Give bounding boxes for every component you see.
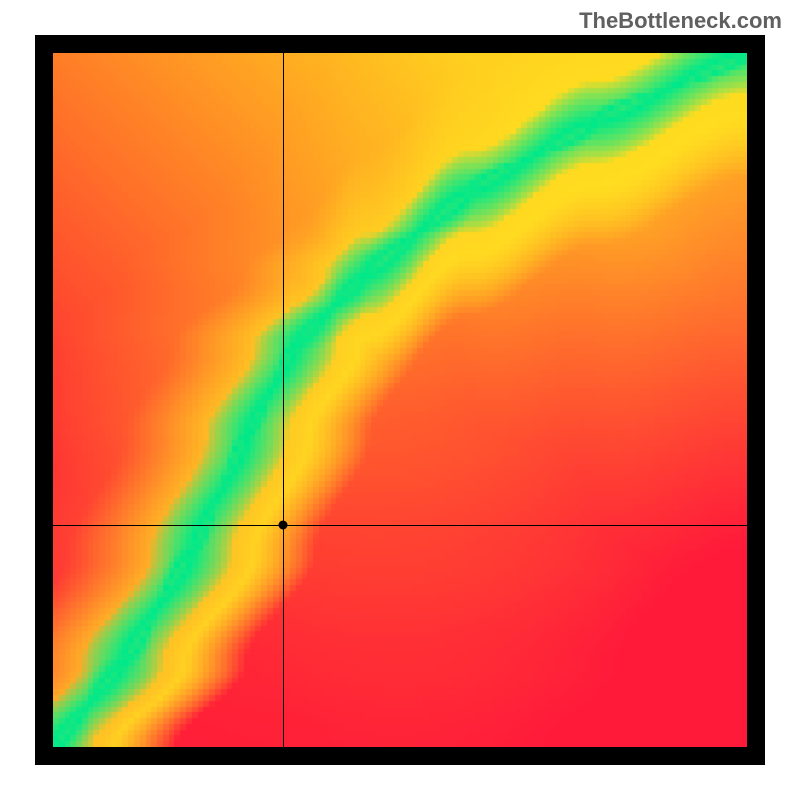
watermark-text: TheBottleneck.com [579,8,782,34]
crosshair-horizontal [53,525,747,526]
crosshair-marker [279,520,288,529]
chart-container: TheBottleneck.com [0,0,800,800]
heatmap-canvas [53,53,747,747]
plot-area [53,53,747,747]
crosshair-vertical [283,53,284,747]
chart-frame [35,35,765,765]
